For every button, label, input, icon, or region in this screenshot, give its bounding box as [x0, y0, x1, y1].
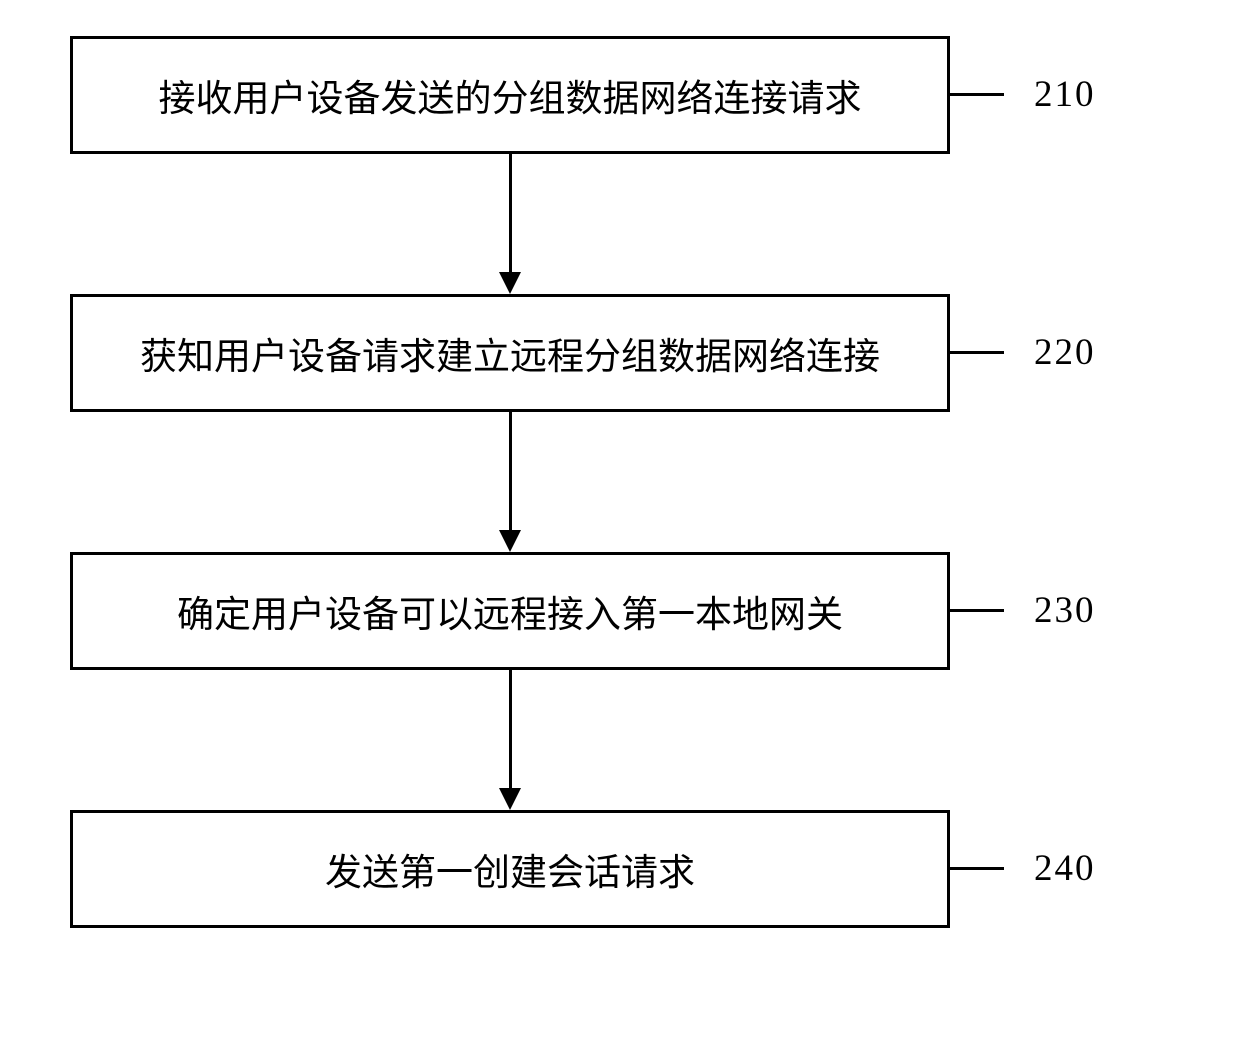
flow-step-4-label: 240 — [1034, 847, 1096, 890]
flow-step-4-text: 发送第一创建会话请求 — [325, 842, 695, 896]
flow-step-1: 接收用户设备发送的分组数据网络连接请求 — [70, 36, 950, 154]
flow-step-3: 确定用户设备可以远程接入第一本地网关 — [70, 552, 950, 670]
flow-step-1-label: 210 — [1034, 73, 1096, 116]
flow-step-1-text: 接收用户设备发送的分组数据网络连接请求 — [159, 68, 862, 122]
label-tick-4 — [950, 867, 1004, 870]
flowchart-canvas: 接收用户设备发送的分组数据网络连接请求 210 获知用户设备请求建立远程分组数据… — [0, 0, 1240, 1053]
flow-step-2-label: 220 — [1034, 331, 1096, 374]
arrow-2-3-head — [499, 530, 521, 552]
label-tick-3 — [950, 609, 1004, 612]
label-tick-2 — [950, 351, 1004, 354]
flow-step-4: 发送第一创建会话请求 — [70, 810, 950, 928]
flow-step-3-label: 230 — [1034, 589, 1096, 632]
arrow-1-2-head — [499, 272, 521, 294]
arrow-1-2-line — [509, 154, 512, 272]
flow-step-3-text: 确定用户设备可以远程接入第一本地网关 — [177, 584, 843, 638]
flow-step-2-text: 获知用户设备请求建立远程分组数据网络连接 — [140, 326, 880, 380]
flow-step-2: 获知用户设备请求建立远程分组数据网络连接 — [70, 294, 950, 412]
arrow-3-4-line — [509, 670, 512, 788]
label-tick-1 — [950, 93, 1004, 96]
arrow-3-4-head — [499, 788, 521, 810]
arrow-2-3-line — [509, 412, 512, 530]
